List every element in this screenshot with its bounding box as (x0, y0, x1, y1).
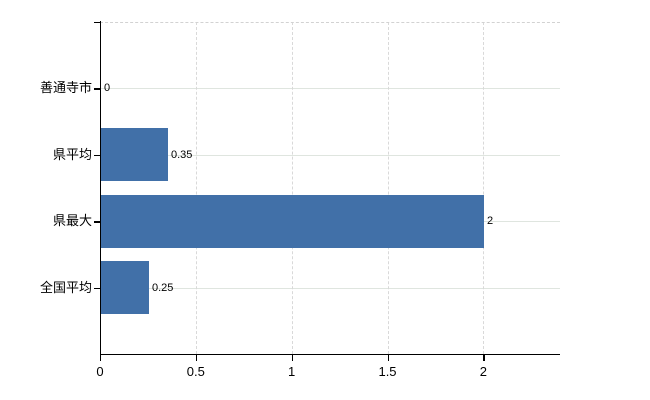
bar (101, 128, 168, 182)
v-gridline (387, 22, 389, 354)
category-label: 県平均 (52, 146, 92, 162)
h-gridline (100, 287, 560, 289)
x-axis-tick (291, 355, 294, 361)
plot-top-border (100, 22, 560, 23)
bar-value-label: 0 (104, 82, 111, 95)
v-gridline (291, 22, 293, 354)
category-label: 全国平均 (39, 279, 92, 295)
category-label: 県最大 (52, 213, 92, 229)
bar (101, 261, 149, 315)
y-axis-line (100, 21, 101, 354)
h-gridline (100, 88, 560, 90)
bar (101, 194, 484, 248)
v-gridline (195, 22, 197, 354)
x-tick-label: 1 (288, 364, 296, 379)
x-tick-label: 1.5 (378, 364, 397, 379)
v-gridline (483, 22, 485, 354)
y-axis-tick (94, 221, 100, 223)
x-axis-tick (195, 355, 198, 361)
bar-value-label: 0.25 (152, 281, 174, 294)
y-axis-tick (94, 287, 100, 289)
h-gridline (100, 154, 560, 156)
y-axis-tick (94, 154, 100, 157)
x-tick-label: 0 (96, 364, 104, 379)
category-label: 善通寺市 (39, 80, 92, 96)
y-axis-tick (94, 88, 100, 90)
x-axis-tick (100, 355, 102, 361)
x-axis-line (100, 354, 560, 355)
bar-value-label: 0.35 (171, 148, 193, 161)
x-tick-label: 0.5 (186, 364, 205, 379)
x-tick-label: 2 (479, 364, 487, 379)
x-axis-tick (483, 355, 485, 361)
x-axis-tick (387, 355, 389, 361)
bar-value-label: 2 (487, 215, 494, 228)
y-axis-top-tick (94, 22, 100, 24)
